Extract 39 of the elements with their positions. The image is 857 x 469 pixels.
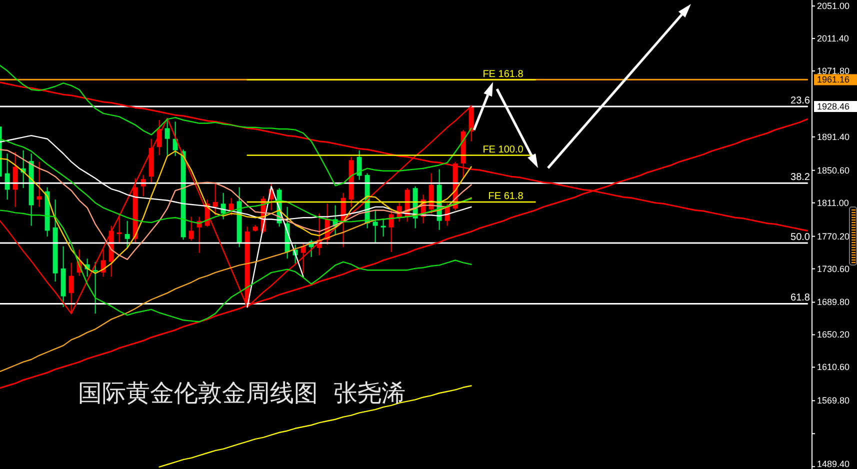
series-label: 38.2: [790, 172, 810, 184]
candlestick: [36, 161, 42, 208]
y-tick-label: 1770.20: [817, 231, 850, 242]
y-tick-label: 1569.80: [817, 396, 850, 406]
line-series: [0, 210, 472, 322]
legend-label: 61.8: [790, 292, 810, 304]
candlestick: [12, 151, 18, 208]
line-series: [0, 197, 472, 372]
y-tick-label: 1971.80: [817, 66, 850, 76]
candlestick: [228, 197, 234, 216]
series-label: FE 100.0: [482, 144, 524, 156]
candlestick: [372, 210, 378, 244]
y-tick-label: 1489.40: [817, 459, 850, 469]
y-tick-label: 2011.40: [817, 33, 849, 44]
candlestick: [92, 261, 98, 314]
legend-label: 50.0: [790, 232, 810, 244]
candlestick: [188, 216, 194, 242]
candlestick: [300, 242, 306, 274]
candlestick: [380, 218, 386, 237]
y-tick-label: 1689.80: [817, 297, 850, 308]
y-tick-label: 1891.40: [817, 132, 850, 142]
series-label: FE 61.8: [488, 191, 524, 202]
y-tick-label: 1730.60: [817, 264, 850, 274]
candlestick: [388, 208, 394, 253]
series-label: FE 161.8: [482, 68, 524, 80]
candlestick: [356, 150, 362, 180]
y-tick-label: 1650.20: [817, 330, 850, 340]
y-tick-label: 1850.60: [817, 165, 850, 176]
legend-label: 23.6: [790, 95, 810, 106]
candlestick: [164, 118, 170, 156]
data-label: 1928.46: [817, 101, 850, 112]
y-tick-label: 1811.00: [817, 198, 849, 208]
data-label: 1961.16: [817, 74, 850, 85]
candlestick: [172, 121, 178, 157]
y-tick-label: 2051.00: [817, 1, 850, 11]
candlestick: [124, 220, 130, 248]
text: 国际黄金伦敦金周线图 张尧浠: [78, 379, 406, 407]
y-tick-label: 1610.60: [817, 362, 850, 372]
candlestick: [212, 182, 218, 216]
